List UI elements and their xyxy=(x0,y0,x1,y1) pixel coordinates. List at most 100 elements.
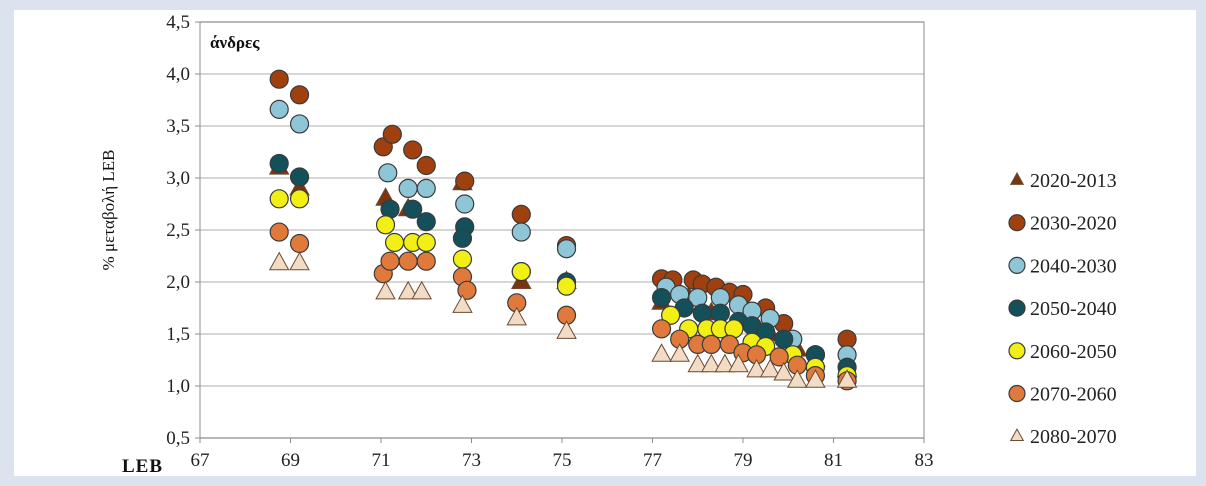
legend-label: 2020-2013 xyxy=(1030,170,1117,192)
data-point xyxy=(403,140,423,160)
data-point xyxy=(269,153,289,174)
data-point xyxy=(506,306,528,326)
legend-marker xyxy=(1008,384,1026,403)
legend-label: 2070-2060 xyxy=(1030,384,1117,406)
series-2080-2070 xyxy=(268,251,858,388)
legend-marker xyxy=(1008,299,1026,317)
x-tick-label: 79 xyxy=(734,450,753,471)
data-point xyxy=(416,232,436,253)
data-point xyxy=(289,233,310,254)
x-tick-label: 83 xyxy=(915,450,934,471)
legend-item: 2040-2030 xyxy=(1008,255,1117,277)
data-point xyxy=(384,232,405,253)
legend-label: 2050-2040 xyxy=(1030,298,1117,320)
data-point xyxy=(651,343,672,362)
x-tick-label: 69 xyxy=(281,450,300,471)
data-point xyxy=(660,305,681,325)
data-point xyxy=(556,239,577,259)
data-point xyxy=(416,155,436,176)
data-point xyxy=(416,212,436,232)
legend-marker xyxy=(1008,214,1026,232)
data-point xyxy=(375,215,396,235)
data-point xyxy=(398,251,418,271)
data-point xyxy=(687,353,709,373)
scatter-chart: 0,5 1,0 1,5 2,0 2,5 3,0 3,5 4,0 4,5 67 69 71 73 75 77 7… xyxy=(99,12,1117,477)
data-point xyxy=(380,251,400,271)
data-point xyxy=(511,204,531,224)
data-point xyxy=(774,329,794,349)
x-tick-label: 71 xyxy=(372,450,391,471)
data-point xyxy=(728,353,749,373)
legend-label: 2080-2070 xyxy=(1030,426,1117,448)
axes: 0,5 1,0 1,5 2,0 2,5 3,0 3,5 4,0 4,5 67 69 71 73 75 77 7… xyxy=(166,12,933,471)
legend-item: 2030-2020 xyxy=(1008,213,1117,235)
data-point xyxy=(403,199,423,219)
data-point xyxy=(455,171,475,191)
data-point xyxy=(701,353,722,373)
data-point xyxy=(556,320,577,339)
legend-item: 2080-2070 xyxy=(1009,426,1117,448)
data-point xyxy=(269,222,289,242)
y-tick-label: 3,0 xyxy=(166,168,190,189)
legend-item: 2020-2013 xyxy=(1009,170,1117,192)
data-point xyxy=(268,251,290,271)
data-point xyxy=(452,249,473,269)
data-point xyxy=(651,288,672,308)
data-point xyxy=(773,361,795,381)
data-point xyxy=(556,276,577,296)
data-point xyxy=(452,294,473,313)
legend-label: 2030-2020 xyxy=(1030,213,1117,235)
data-point xyxy=(375,280,396,300)
x-tick-label: 73 xyxy=(462,450,481,471)
data-points xyxy=(268,69,858,391)
legend-label: 2060-2050 xyxy=(1030,341,1117,363)
data-point xyxy=(651,319,672,339)
data-point xyxy=(411,280,433,300)
y-tick-label: 3,5 xyxy=(166,116,190,137)
legend-marker xyxy=(1009,428,1025,442)
x-tick-label: 77 xyxy=(643,450,662,471)
y-tick-label: 4,0 xyxy=(166,64,190,85)
x-tick-label: 81 xyxy=(824,450,843,471)
data-point xyxy=(836,369,858,388)
legend-marker xyxy=(1008,256,1026,274)
data-point xyxy=(511,262,531,282)
data-point xyxy=(769,347,789,367)
data-point xyxy=(269,69,289,89)
data-point xyxy=(289,189,310,209)
data-point xyxy=(397,280,419,300)
data-point xyxy=(289,85,310,105)
data-point xyxy=(378,163,398,183)
data-point xyxy=(398,178,418,198)
legend-item: 2070-2060 xyxy=(1008,384,1117,406)
data-point xyxy=(511,222,531,242)
data-point xyxy=(455,194,475,214)
y-tick-label: 1,0 xyxy=(166,376,190,397)
y-tick-label: 0,5 xyxy=(166,428,190,449)
y-axis-title: % μεταβολή LEB xyxy=(99,150,118,271)
data-point xyxy=(416,251,436,271)
y-tick-label: 4,5 xyxy=(166,12,190,33)
x-tick-label: 67 xyxy=(191,450,210,471)
data-point xyxy=(269,99,289,119)
data-point xyxy=(382,124,402,144)
y-tick-label: 1,5 xyxy=(166,324,190,345)
legend-item: 2060-2050 xyxy=(1008,341,1117,363)
x-axis-title: LEB xyxy=(122,456,163,476)
legend-label: 2040-2030 xyxy=(1030,255,1117,277)
legend: 2020-2013 2030-2020 2040-2030 2050-2040 2060… xyxy=(1008,170,1117,448)
y-tick-label: 2,0 xyxy=(166,272,190,293)
legend-marker xyxy=(1009,171,1025,185)
chart-frame: 0,5 1,0 1,5 2,0 2,5 3,0 3,5 4,0 4,5 67 69 71 73 75 77 7… xyxy=(14,10,1196,477)
x-tick-label: 75 xyxy=(553,450,572,471)
series-2060-2050 xyxy=(269,189,857,386)
chart-title: άνδρες xyxy=(210,33,260,52)
data-point xyxy=(289,114,310,134)
data-point xyxy=(787,369,808,388)
data-point xyxy=(746,358,767,378)
data-point xyxy=(669,343,690,362)
legend-item: 2050-2040 xyxy=(1008,298,1117,320)
y-tick-label: 2,5 xyxy=(166,220,190,241)
data-point xyxy=(416,178,436,198)
legend-marker xyxy=(1008,342,1026,360)
